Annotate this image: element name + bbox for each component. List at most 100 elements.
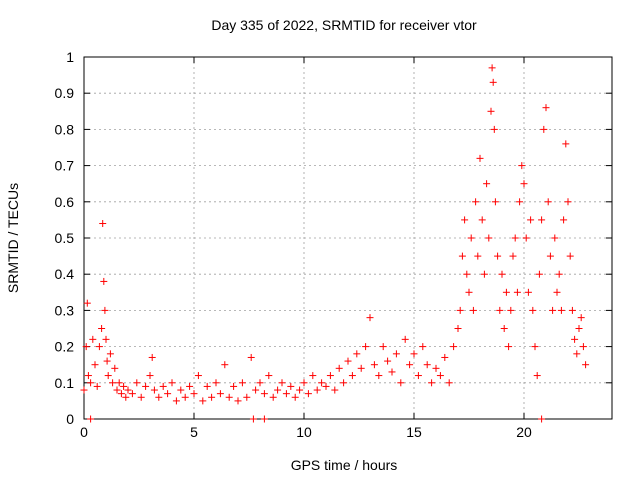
- data-point: [531, 343, 539, 351]
- data-point: [524, 288, 532, 296]
- data-point: [113, 386, 121, 394]
- data-point: [80, 386, 88, 394]
- x-tick-label: 0: [80, 424, 88, 440]
- data-point: [274, 386, 282, 394]
- data-point: [102, 335, 110, 343]
- data-point: [428, 379, 436, 387]
- data-point: [247, 353, 255, 361]
- data-point: [562, 140, 570, 148]
- data-point: [485, 234, 493, 242]
- data-point: [109, 379, 117, 387]
- data-point: [478, 216, 486, 224]
- data-point: [159, 382, 167, 390]
- data-point: [384, 357, 392, 365]
- y-tick-label: 0.9: [55, 85, 75, 101]
- data-point: [203, 382, 211, 390]
- data-point: [502, 288, 510, 296]
- data-point: [520, 180, 528, 188]
- data-point: [487, 107, 495, 115]
- data-point: [120, 382, 128, 390]
- data-point: [260, 390, 268, 398]
- x-tick-label: 15: [406, 424, 422, 440]
- data-point: [518, 162, 526, 170]
- data-point: [458, 252, 466, 260]
- data-point: [469, 306, 477, 314]
- baseline-point: [249, 415, 257, 423]
- data-point: [472, 198, 480, 206]
- data-point: [476, 154, 484, 162]
- data-point: [379, 343, 387, 351]
- data-point: [221, 361, 229, 369]
- data-point: [181, 393, 189, 401]
- data-point: [522, 234, 530, 242]
- data-point: [304, 390, 312, 398]
- data-point: [353, 350, 361, 358]
- data-point: [436, 372, 444, 380]
- data-point: [124, 386, 132, 394]
- data-point: [89, 335, 97, 343]
- data-point: [115, 379, 123, 387]
- data-point: [208, 393, 216, 401]
- data-point: [577, 314, 585, 322]
- chart-title: Day 335 of 2022, SRMTID for receiver vto…: [211, 17, 477, 33]
- data-point: [566, 252, 574, 260]
- data-point: [513, 288, 521, 296]
- y-tick-label: 0.2: [55, 339, 75, 355]
- data-point: [474, 252, 482, 260]
- data-point: [450, 343, 458, 351]
- data-point: [454, 325, 462, 332]
- data-point: [441, 353, 449, 361]
- data-point: [128, 390, 136, 398]
- data-point: [461, 216, 469, 224]
- data-point: [573, 350, 581, 358]
- y-tick-label: 0.6: [55, 194, 75, 210]
- data-point: [230, 382, 238, 390]
- data-point: [313, 386, 321, 394]
- data-point: [496, 306, 504, 314]
- data-point: [101, 306, 109, 314]
- data-point: [527, 216, 535, 224]
- data-point: [445, 379, 453, 387]
- data-point: [252, 386, 260, 394]
- data-point: [362, 343, 370, 351]
- x-tick-label: 5: [190, 424, 198, 440]
- data-point: [318, 379, 326, 387]
- data-point: [507, 306, 515, 314]
- data-point: [564, 198, 572, 206]
- data-point: [366, 314, 374, 322]
- x-tick-label: 20: [516, 424, 532, 440]
- data-point: [555, 270, 563, 278]
- data-point: [419, 343, 427, 351]
- data-point: [542, 104, 550, 112]
- y-tick-label: 0.4: [55, 266, 75, 282]
- baseline-point: [260, 415, 268, 423]
- y-tick-label: 1: [66, 49, 74, 65]
- data-point: [494, 252, 502, 260]
- data-point: [535, 270, 543, 278]
- data-point: [540, 125, 548, 133]
- data-point: [423, 361, 431, 369]
- data-point: [397, 379, 405, 387]
- data-point: [544, 198, 552, 206]
- data-point: [103, 357, 111, 365]
- data-point: [164, 390, 172, 398]
- y-tick-label: 0.3: [55, 302, 75, 318]
- data-point: [560, 216, 568, 224]
- data-point: [150, 386, 158, 394]
- data-point: [463, 270, 471, 278]
- data-point: [212, 379, 220, 387]
- data-point: [177, 386, 185, 394]
- data-point: [300, 379, 308, 387]
- y-tick-label: 0.5: [55, 230, 75, 246]
- data-point: [467, 234, 475, 242]
- data-point: [579, 343, 587, 351]
- data-point: [549, 306, 557, 314]
- data-point: [172, 397, 180, 405]
- data-point: [340, 379, 348, 387]
- data-point: [335, 364, 343, 372]
- data-point: [190, 390, 198, 398]
- y-tick-label: 0.7: [55, 158, 75, 174]
- data-point: [106, 350, 114, 358]
- data-point: [489, 78, 497, 86]
